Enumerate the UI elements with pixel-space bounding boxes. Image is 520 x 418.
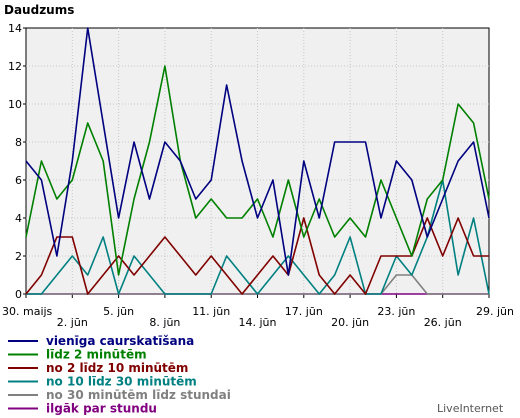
- x-tick-label: 14. jūn: [239, 316, 277, 329]
- legend-label-1: līdz 2 minūtēm: [46, 348, 147, 362]
- y-tick-label: 6: [15, 174, 22, 187]
- x-tick-label: 2. jūn: [57, 316, 88, 329]
- legend-label-0: vienīga caurskatīšana: [46, 334, 194, 348]
- x-tick-label: 30. maijs: [2, 305, 53, 318]
- x-tick-label: 26. jūn: [424, 316, 462, 329]
- y-tick-label: 4: [15, 212, 22, 225]
- x-tick-label: 5. jūn: [103, 305, 134, 318]
- x-tick-label: 29. jūn: [476, 305, 514, 318]
- y-tick-label: 10: [8, 98, 22, 111]
- legend-label-2: no 2 līdz 10 minūtēm: [46, 361, 188, 375]
- legend-label-4: no 30 minūtēm līdz stundai: [46, 388, 231, 402]
- y-tick-label: 8: [15, 136, 22, 149]
- y-tick-label: 0: [15, 288, 22, 301]
- x-tick-label: 17. jūn: [285, 305, 323, 318]
- x-tick-label: 23. jūn: [377, 305, 415, 318]
- y-tick-label: 2: [15, 250, 22, 263]
- x-tick-label: 11. jūn: [192, 305, 230, 318]
- branding-label: LiveInternet: [437, 402, 504, 415]
- series-line-1: [25, 65, 490, 276]
- x-tick-label: 20. jūn: [331, 316, 369, 329]
- y-tick-label: 14: [8, 22, 22, 35]
- series-lines: [25, 27, 490, 295]
- legend-label-5: ilgāk par stundu: [46, 402, 157, 416]
- series-line-0: [25, 27, 490, 276]
- chart-title: Daudzums: [4, 3, 74, 17]
- legend-label-3: no 10 līdz 30 minūtēm: [46, 375, 197, 389]
- series-line-3: [26, 179, 490, 295]
- y-tick-label: 12: [8, 60, 22, 73]
- x-tick-label: 8. jūn: [149, 316, 180, 329]
- y-axis: 0 2 4 6 8 10 12 14: [8, 22, 26, 301]
- x-axis: 30. maijs 2. jūn 5. jūn 8. jūn 11. jūn 14. jū…: [2, 294, 514, 329]
